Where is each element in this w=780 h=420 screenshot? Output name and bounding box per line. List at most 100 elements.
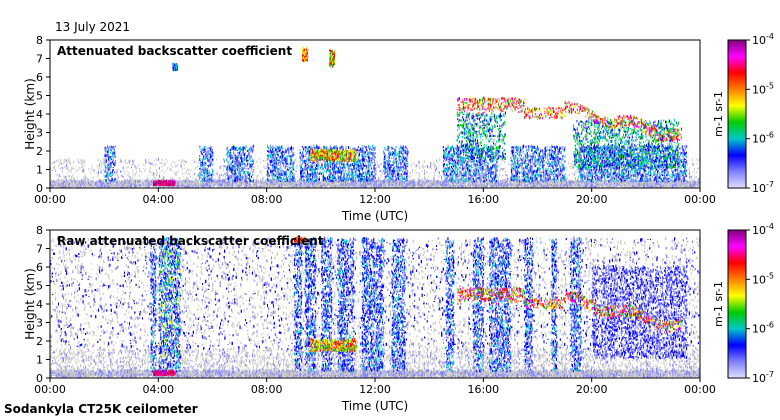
heatmap-cell	[548, 180, 550, 184]
heatmap-cell	[188, 185, 190, 188]
heatmap-cell	[680, 183, 682, 185]
heatmap-cell	[365, 185, 367, 187]
heatmap-cell	[239, 181, 241, 184]
heatmap-cell	[468, 181, 470, 184]
heatmap-cell	[189, 185, 191, 188]
heatmap-cell	[452, 181, 454, 185]
heatmap-cell	[147, 184, 149, 188]
heatmap-cell	[120, 186, 122, 188]
heatmap-cell	[137, 182, 139, 184]
heatmap-cell	[57, 178, 59, 182]
heatmap-cell	[621, 181, 623, 184]
heatmap-cell	[448, 181, 450, 183]
heatmap-cell	[55, 185, 57, 187]
heatmap-cell	[556, 182, 557, 185]
heatmap-cell	[393, 182, 395, 185]
heatmap-cell	[311, 185, 313, 188]
heatmap-cell	[89, 185, 91, 187]
heatmap-cell	[72, 179, 74, 182]
heatmap-cell	[593, 182, 594, 185]
heatmap-cell	[218, 185, 219, 187]
heatmap-cell	[267, 182, 268, 186]
heatmap-cell	[120, 182, 122, 184]
heatmap-cell	[698, 184, 700, 186]
heatmap-cell	[59, 183, 60, 186]
heatmap-cell	[638, 183, 640, 186]
heatmap-cell	[240, 182, 242, 186]
heatmap-cell	[697, 185, 699, 188]
heatmap-cell	[649, 183, 651, 186]
heatmap-cell	[324, 181, 325, 184]
heatmap-cell	[617, 185, 619, 187]
heatmap-cell	[442, 185, 444, 188]
heatmap-cell	[314, 181, 316, 184]
heatmap-cell	[662, 180, 664, 183]
heatmap-cell	[122, 181, 124, 183]
heatmap-cell	[596, 183, 598, 185]
heatmap-cell	[550, 180, 552, 182]
heatmap-cell	[533, 181, 535, 185]
heatmap-cell	[133, 183, 135, 186]
heatmap-cell	[537, 183, 539, 185]
heatmap-cell	[187, 185, 189, 188]
heatmap-cell	[423, 183, 425, 187]
heatmap-cell	[547, 186, 549, 188]
heatmap-cell	[92, 185, 94, 188]
heatmap-cell	[412, 183, 414, 187]
heatmap-cell	[551, 184, 553, 187]
heatmap-cell	[418, 182, 420, 184]
heatmap-cell	[454, 182, 456, 184]
heatmap-cell	[644, 181, 646, 184]
heatmap-cell	[606, 179, 608, 182]
heatmap-cell	[675, 184, 677, 187]
heatmap-cell	[203, 181, 205, 184]
heatmap-cell	[693, 184, 694, 188]
heatmap-cell	[71, 185, 73, 188]
heatmap-cell	[615, 180, 617, 183]
heatmap-cell	[599, 185, 601, 187]
heatmap-cell	[397, 185, 399, 187]
heatmap-cell	[503, 181, 505, 183]
heatmap-cell	[642, 184, 644, 186]
heatmap-cell	[90, 181, 92, 184]
heatmap-cell	[99, 179, 101, 183]
heatmap-cell	[432, 182, 433, 185]
heatmap-cell	[598, 183, 600, 187]
heatmap-cell	[425, 182, 426, 184]
heatmap-cell	[435, 186, 437, 188]
heatmap-cell	[545, 183, 547, 185]
heatmap-cell	[628, 183, 630, 185]
heatmap-cell	[641, 183, 643, 185]
heatmap-cell	[682, 182, 684, 185]
heatmap-cell	[484, 183, 486, 186]
heatmap-cell	[689, 182, 691, 185]
heatmap-cell	[598, 183, 600, 185]
heatmap-cell	[524, 186, 526, 188]
heatmap-cell	[476, 184, 478, 188]
heatmap-cell	[301, 182, 303, 185]
heatmap-cell	[388, 183, 390, 187]
heatmap-cell	[444, 180, 446, 184]
heatmap-cell	[181, 182, 183, 185]
heatmap-cell	[519, 181, 521, 185]
heatmap-cell	[336, 180, 338, 183]
heatmap-cell	[200, 181, 202, 184]
heatmap-cell	[319, 182, 321, 185]
heatmap-cell	[528, 182, 530, 185]
heatmap-cell	[490, 182, 491, 185]
heatmap-cell	[321, 180, 322, 184]
heatmap-cell	[488, 183, 490, 185]
heatmap-cell	[81, 185, 83, 187]
heatmap-cell	[53, 180, 55, 183]
heatmap-cell	[528, 185, 530, 188]
heatmap-cell	[577, 183, 579, 185]
heatmap-cell	[300, 181, 301, 184]
heatmap-cell	[223, 182, 225, 184]
heatmap-cell	[323, 185, 325, 188]
heatmap-cell	[509, 183, 511, 185]
heatmap-cell	[612, 181, 614, 184]
heatmap-cell	[230, 184, 232, 188]
heatmap-cell	[180, 180, 182, 182]
heatmap-cell	[219, 181, 221, 184]
heatmap-cell	[306, 182, 308, 186]
